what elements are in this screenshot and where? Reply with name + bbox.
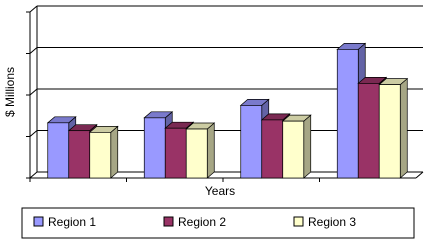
bar — [282, 120, 305, 179]
bar — [143, 117, 166, 179]
grid-line — [29, 5, 38, 13]
legend-label: Region 2 — [178, 215, 226, 229]
legend-box — [21, 207, 415, 239]
bar — [336, 48, 359, 179]
legend-swatch — [163, 216, 174, 227]
bar-side — [206, 122, 215, 179]
grid-line — [29, 88, 38, 96]
bar — [164, 127, 187, 179]
legend-label: Region 3 — [308, 215, 356, 229]
grid-line — [29, 130, 38, 137]
y-axis-label: $ Millions — [3, 67, 17, 117]
legend-label: Region 1 — [48, 215, 96, 229]
x-axis-label: Years — [205, 184, 235, 198]
bar — [89, 132, 112, 179]
grid-line — [29, 171, 38, 179]
axis-line — [415, 171, 424, 179]
legend-swatch — [293, 216, 304, 227]
bar — [357, 83, 380, 179]
bar — [261, 119, 284, 179]
bar-side — [110, 125, 119, 179]
bar — [68, 130, 91, 179]
grid-line — [29, 47, 38, 54]
legend-swatch — [33, 216, 44, 227]
bar-side — [303, 114, 312, 179]
bar — [378, 84, 401, 179]
bar — [185, 128, 208, 179]
bar — [240, 105, 263, 179]
bar — [47, 122, 70, 179]
bar-side — [399, 77, 408, 179]
